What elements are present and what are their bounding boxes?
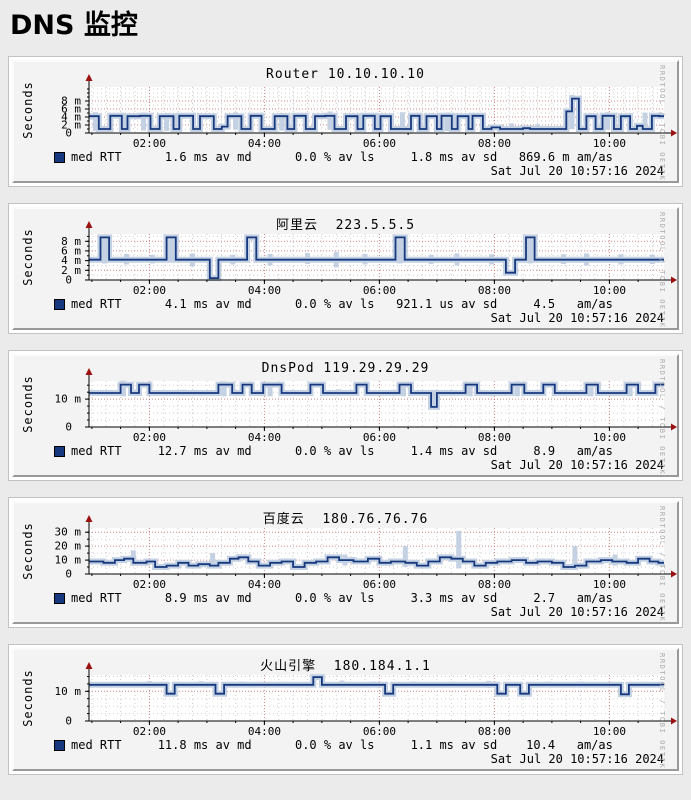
svg-text:04:00: 04:00: [248, 431, 281, 444]
svg-text:06:00: 06:00: [363, 431, 396, 444]
graph-timestamp: Sat Jul 20 10:57:16 2024: [490, 458, 664, 473]
svg-text:02:00: 02:00: [133, 431, 166, 444]
legend-row: med RTT 11.8 ms av md 0.0 % av ls 1.1 ms…: [54, 738, 613, 752]
svg-text:6 m: 6 m: [61, 245, 81, 258]
svg-text:6 m: 6 m: [61, 103, 81, 116]
legend-swatch: [54, 445, 65, 457]
plot-area: 02:00 04:00 06:00 08:00 10:00 02 m4 m6 m8 m: [61, 74, 677, 150]
svg-text:08:00: 08:00: [478, 137, 511, 150]
legend-swatch: [54, 298, 65, 310]
svg-text:10 m: 10 m: [55, 393, 82, 406]
plot-area: 02:00 04:00 06:00 08:00 10:00 02 m4 m6 m8 m: [61, 221, 677, 297]
svg-text:02:00: 02:00: [133, 284, 166, 297]
svg-text:2 m: 2 m: [61, 119, 81, 132]
graph-timestamp: Sat Jul 20 10:57:16 2024: [490, 752, 664, 767]
svg-text:08:00: 08:00: [478, 725, 511, 738]
legend-swatch: [54, 592, 65, 604]
legend-label: med RTT: [71, 591, 122, 606]
svg-text:4 m: 4 m: [61, 254, 81, 267]
svg-text:02:00: 02:00: [133, 137, 166, 150]
chart-panel-dnspod: DnsPod 119.29.29.29 Seconds 02:00 04:00 06…: [8, 350, 683, 482]
svg-text:10:00: 10:00: [593, 431, 626, 444]
legend-label: med RTT: [71, 738, 122, 753]
svg-text:8 m: 8 m: [61, 235, 81, 248]
svg-text:10:00: 10:00: [593, 725, 626, 738]
svg-text:2 m: 2 m: [61, 264, 81, 277]
graph-title: 阿里云 223.5.5.5: [275, 218, 416, 234]
legend-label: med RTT: [71, 297, 122, 312]
svg-text:06:00: 06:00: [363, 578, 396, 591]
rrd-graph-dnspod[interactable]: DnsPod 119.29.29.29 Seconds 02:00 04:00 06…: [12, 354, 679, 478]
rrdtool-credit: RRDTOOL / TOBI OETIKER: [658, 65, 666, 184]
legend-swatch: [54, 151, 65, 163]
legend-stats: 12.7 ms av md 0.0 % av ls 1.4 ms av sd 8…: [121, 444, 613, 459]
graph-title: DnsPod 119.29.29.29: [261, 361, 430, 377]
rrdtool-credit: RRDTOOL / TOBI OETIKER: [658, 653, 666, 772]
svg-text:06:00: 06:00: [363, 137, 396, 150]
svg-text:0: 0: [65, 127, 72, 140]
legend-stats: 8.9 ms av md 0.0 % av ls 3.3 ms av sd 2.…: [121, 591, 613, 606]
plot-area: 02:00 04:00 06:00 08:00 10:00 010 m20 m30 m: [55, 515, 677, 591]
svg-text:0: 0: [65, 421, 72, 434]
graph-timestamp: Sat Jul 20 10:57:16 2024: [490, 164, 664, 179]
plot-area: 02:00 04:00 06:00 08:00 10:00 0 10 m: [55, 368, 677, 444]
legend-swatch: [54, 739, 65, 751]
svg-text:08:00: 08:00: [478, 284, 511, 297]
legend-row: med RTT 8.9 ms av md 0.0 % av ls 3.3 ms …: [54, 591, 613, 605]
svg-text:02:00: 02:00: [133, 578, 166, 591]
svg-text:0: 0: [65, 274, 72, 287]
svg-text:06:00: 06:00: [363, 284, 396, 297]
svg-text:10 m: 10 m: [55, 554, 82, 567]
svg-text:8 m: 8 m: [61, 95, 81, 108]
graph-title: Router 10.10.10.10: [266, 67, 425, 83]
legend-stats: 4.1 ms av md 0.0 % av ls 921.1 us av sd …: [121, 297, 613, 312]
chart-panel-volcengine: 火山引擎 180.184.1.1 Seconds 02:00 04:00 06:00…: [8, 644, 683, 776]
rrd-graph-router[interactable]: Router 10.10.10.10 Seconds 02:00 04:00 06:…: [12, 60, 679, 184]
svg-text:04:00: 04:00: [248, 578, 281, 591]
rrdtool-credit: RRDTOOL / TOBI OETIKER: [658, 212, 666, 331]
svg-text:20 m: 20 m: [55, 540, 82, 553]
svg-text:30 m: 30 m: [55, 526, 82, 539]
legend-stats: 11.8 ms av md 0.0 % av ls 1.1 ms av sd 1…: [121, 738, 613, 753]
svg-text:0: 0: [65, 568, 72, 581]
graph-timestamp: Sat Jul 20 10:57:16 2024: [490, 311, 664, 326]
graph-title: 火山引擎 180.184.1.1: [260, 659, 431, 675]
legend-label: med RTT: [71, 444, 122, 459]
svg-text:0: 0: [65, 715, 72, 728]
svg-text:10:00: 10:00: [593, 137, 626, 150]
svg-text:10:00: 10:00: [593, 284, 626, 297]
legend-row: med RTT 1.6 ms av md 0.0 % av ls 1.8 ms …: [54, 150, 613, 164]
svg-text:08:00: 08:00: [478, 431, 511, 444]
svg-text:06:00: 06:00: [363, 725, 396, 738]
svg-text:08:00: 08:00: [478, 578, 511, 591]
plot-area: 02:00 04:00 06:00 08:00 10:00 0 10 m: [55, 662, 677, 738]
svg-text:4 m: 4 m: [61, 111, 81, 124]
legend-row: med RTT 4.1 ms av md 0.0 % av ls 921.1 u…: [54, 297, 613, 311]
chart-panel-baiduyun: 百度云 180.76.76.76 Seconds 02:00 04:00 06:00…: [8, 497, 683, 629]
page-title: DNS 监控: [10, 10, 138, 41]
svg-text:04:00: 04:00: [248, 284, 281, 297]
legend-stats: 1.6 ms av md 0.0 % av ls 1.8 ms av sd 86…: [121, 150, 613, 165]
graph-title: 百度云 180.76.76.76: [262, 512, 429, 528]
chart-panel-router: Router 10.10.10.10 Seconds 02:00 04:00 06:…: [8, 56, 683, 188]
rrdtool-credit: RRDTOOL / TOBI OETIKER: [658, 506, 666, 625]
legend-row: med RTT 12.7 ms av md 0.0 % av ls 1.4 ms…: [54, 444, 613, 458]
svg-text:10 m: 10 m: [55, 685, 82, 698]
svg-text:10:00: 10:00: [593, 578, 626, 591]
chart-panel-aliyun: 阿里云 223.5.5.5 Seconds 02:00 04:00 06:00 08:…: [8, 203, 683, 335]
rrdtool-credit: RRDTOOL / TOBI OETIKER: [658, 359, 666, 478]
svg-text:04:00: 04:00: [248, 725, 281, 738]
legend-label: med RTT: [71, 150, 122, 165]
rrd-graph-volcengine[interactable]: 火山引擎 180.184.1.1 Seconds 02:00 04:00 06:00…: [12, 648, 679, 772]
svg-text:04:00: 04:00: [248, 137, 281, 150]
svg-text:02:00: 02:00: [133, 725, 166, 738]
rrd-graph-baiduyun[interactable]: 百度云 180.76.76.76 Seconds 02:00 04:00 06:00…: [12, 501, 679, 625]
graph-timestamp: Sat Jul 20 10:57:16 2024: [490, 605, 664, 620]
rrd-graph-aliyun[interactable]: 阿里云 223.5.5.5 Seconds 02:00 04:00 06:00 08:…: [12, 207, 679, 331]
